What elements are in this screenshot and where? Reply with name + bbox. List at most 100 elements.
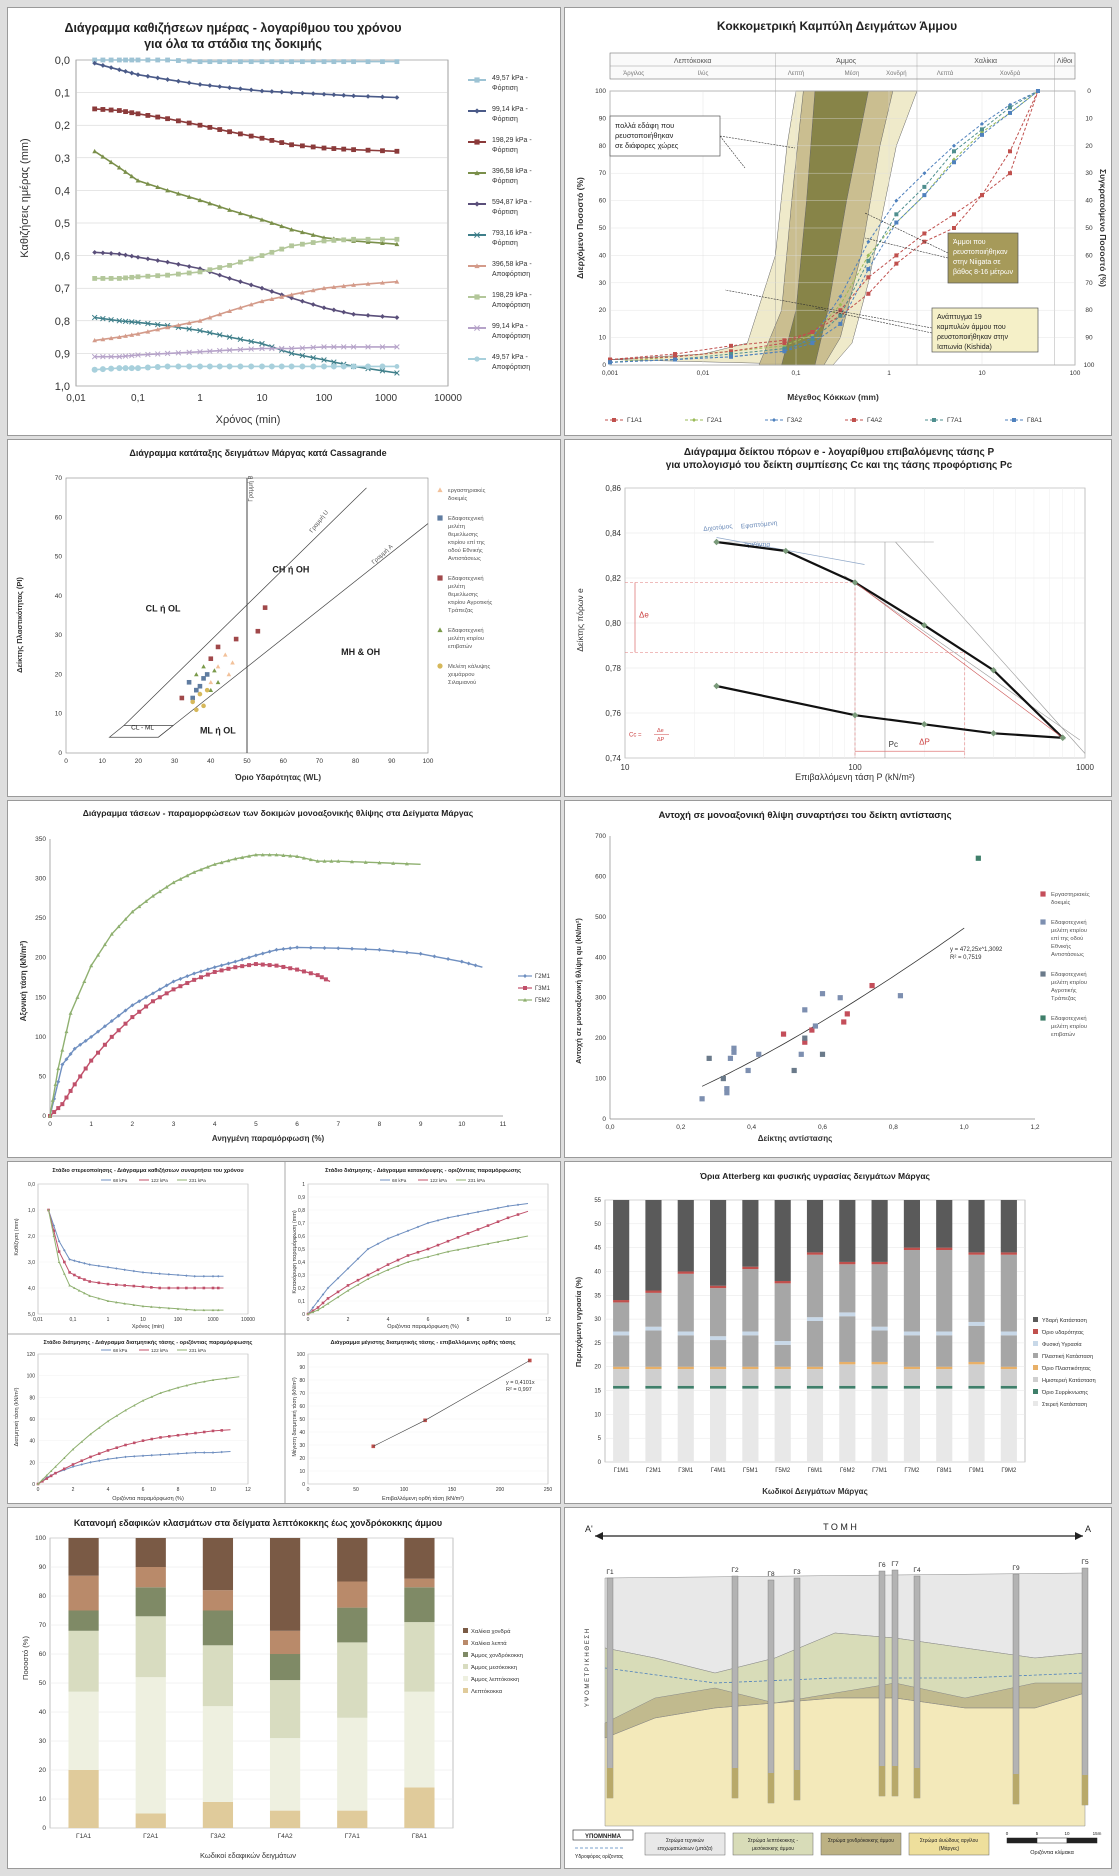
data-point bbox=[129, 332, 135, 337]
data-point bbox=[96, 953, 101, 957]
data-point bbox=[41, 1478, 44, 1481]
legend-label: Χαλίκια χονδρά bbox=[471, 1628, 511, 1635]
data-point bbox=[380, 280, 385, 285]
data-point bbox=[217, 127, 223, 132]
data-point bbox=[713, 538, 720, 546]
data-point bbox=[326, 1286, 330, 1290]
data-point bbox=[673, 357, 678, 362]
data-point bbox=[308, 971, 313, 976]
legend-label: Εδαφοτεχνική bbox=[448, 627, 484, 634]
x-tick-label: 0,8 bbox=[889, 1124, 898, 1131]
annotation-liquefied-soils: πολλά εδάφη που ρευστοποιήθηκαν σε διάφο… bbox=[609, 115, 721, 157]
x-tick-label: 80 bbox=[352, 758, 360, 765]
bar-plastic-limit bbox=[677, 1366, 694, 1370]
x-axis-label: Ανηγμένη παραμόρφωση (%) bbox=[212, 1134, 325, 1143]
x-tick-label: 0,1 bbox=[131, 393, 145, 404]
data-point bbox=[267, 963, 272, 968]
legend-label: Χαλίκια λεπτά bbox=[471, 1640, 507, 1647]
legend-label: Φυσική Υγρασία bbox=[1042, 1341, 1082, 1348]
data-point bbox=[141, 1304, 145, 1308]
data-point bbox=[194, 1381, 197, 1385]
legend-label: Εδαφοτεχνική bbox=[1051, 919, 1087, 926]
data-point bbox=[281, 947, 286, 952]
y-tick-label: 20 bbox=[299, 1456, 305, 1462]
data-point bbox=[350, 363, 357, 370]
y-tick-label: 50 bbox=[55, 554, 63, 561]
x-tick-label: 0,01 bbox=[697, 370, 710, 377]
data-point bbox=[841, 1019, 847, 1025]
data-point bbox=[894, 220, 899, 225]
data-point bbox=[190, 695, 195, 701]
data-point bbox=[97, 1459, 101, 1463]
bar-segment bbox=[404, 1622, 435, 1692]
bar-solid bbox=[806, 1388, 824, 1462]
data-point bbox=[363, 860, 368, 864]
x-tick-label: Γ8Μ1 bbox=[937, 1468, 953, 1474]
data-point bbox=[745, 1067, 751, 1074]
data-point bbox=[336, 1276, 340, 1280]
data-point bbox=[341, 309, 347, 315]
data-point bbox=[394, 59, 400, 65]
series-line bbox=[94, 150, 397, 245]
x-tick-label: Γ7Μ1 bbox=[872, 1468, 888, 1474]
data-point bbox=[496, 1240, 500, 1243]
x-tick-label: 6 bbox=[142, 1487, 145, 1493]
x-tick-label: 0,1 bbox=[70, 1317, 77, 1323]
legend-label: Γ4Α2 bbox=[867, 417, 883, 424]
data-point bbox=[73, 1259, 76, 1262]
legend-marker bbox=[523, 974, 527, 978]
data-point bbox=[1007, 149, 1012, 154]
data-point bbox=[89, 1058, 94, 1063]
data-point bbox=[47, 1208, 50, 1212]
legend-marker bbox=[1040, 891, 1046, 897]
data-point bbox=[476, 1228, 480, 1231]
data-point bbox=[53, 1082, 58, 1086]
bar-segment bbox=[135, 1677, 166, 1814]
legend-label: Σιλαμιανού bbox=[448, 680, 476, 686]
data-point bbox=[141, 1439, 145, 1442]
data-point bbox=[197, 197, 203, 203]
fractions-chart-panel: Κατανομή εδαφικών κλασμάτων στα δείγματα… bbox=[7, 1507, 561, 1869]
data-point bbox=[123, 1302, 126, 1305]
data-point bbox=[197, 318, 203, 323]
data-point bbox=[706, 1055, 712, 1061]
data-point bbox=[145, 256, 151, 262]
data-point bbox=[89, 963, 94, 968]
x-tick-label: 1 bbox=[887, 370, 891, 377]
data-point bbox=[356, 1278, 360, 1282]
data-point bbox=[122, 365, 129, 372]
y-tick-label-right: 30 bbox=[1085, 170, 1093, 177]
data-point bbox=[62, 1467, 66, 1471]
settlement-time-chart: Διάγραμμα καθιζήσεων ημέρας - λογαρίθμου… bbox=[19, 21, 532, 426]
data-point bbox=[351, 147, 356, 153]
bar-semisolid bbox=[806, 1369, 824, 1386]
legend-label: Γ7Α1 bbox=[947, 417, 963, 424]
cc-denominator: ΔP bbox=[657, 737, 665, 743]
bar-natural-moisture bbox=[1000, 1331, 1017, 1336]
legend-label: δοκιμές bbox=[1051, 899, 1071, 906]
trendline-r2: R² = 0,7519 bbox=[950, 955, 982, 961]
x-tick-label: 30 bbox=[171, 758, 179, 765]
data-point bbox=[123, 169, 128, 174]
legend-marker bbox=[437, 627, 443, 633]
data-point bbox=[366, 1273, 370, 1277]
data-point bbox=[175, 191, 181, 196]
data-point bbox=[167, 1306, 171, 1310]
data-point bbox=[673, 354, 678, 359]
bar-liquid bbox=[774, 1200, 791, 1281]
bar-liquid bbox=[645, 1200, 662, 1291]
data-point bbox=[289, 142, 294, 148]
legend-label: Γ3Α2 bbox=[787, 417, 803, 424]
data-point bbox=[164, 991, 169, 996]
bar-segment bbox=[68, 1610, 99, 1631]
bar-segment bbox=[68, 1538, 99, 1576]
bar-solid bbox=[645, 1388, 662, 1462]
scale-segment bbox=[1006, 1837, 1038, 1844]
data-point bbox=[68, 1284, 71, 1287]
groundwater-line bbox=[604, 1667, 1086, 1684]
data-point bbox=[185, 974, 190, 979]
bar-natural-moisture bbox=[742, 1331, 759, 1336]
y-tick-label: 0,76 bbox=[605, 709, 621, 718]
void-ratio-chart: Διάγραμμα δείκτου πόρων e - λογαρίθμου ε… bbox=[575, 447, 1094, 782]
data-point bbox=[100, 353, 106, 360]
